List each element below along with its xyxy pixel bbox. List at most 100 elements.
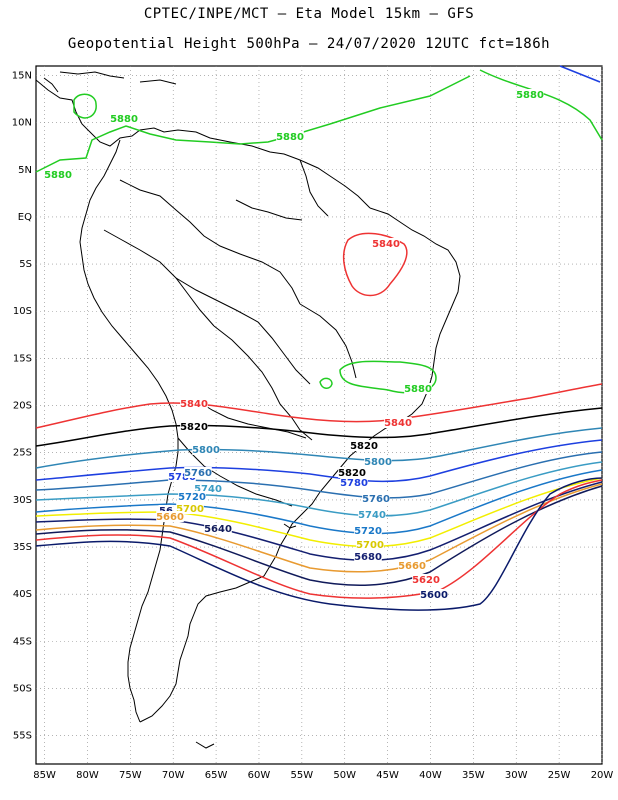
contour-5640 bbox=[35, 485, 603, 587]
contour-label-bg bbox=[356, 539, 384, 550]
y-tick-label: 20S bbox=[13, 401, 32, 412]
x-tick-label: 60W bbox=[248, 770, 271, 781]
contour-label-bg bbox=[420, 589, 448, 600]
contour-5740 bbox=[35, 461, 603, 517]
contour-label: 5780 bbox=[168, 472, 196, 483]
contour-label-bg bbox=[516, 89, 544, 100]
contour-label-bg bbox=[372, 238, 400, 249]
y-tick-label: 30S bbox=[13, 495, 32, 506]
y-tick-label: 10N bbox=[12, 118, 32, 129]
contour-label: 5820 bbox=[350, 441, 378, 452]
contour-label: 5820 bbox=[180, 422, 208, 433]
y-tick-label: 25S bbox=[13, 448, 32, 459]
contour-label: 5880 bbox=[110, 114, 138, 125]
x-tick-label: 65W bbox=[205, 770, 228, 781]
contour-label: 5720 bbox=[354, 526, 382, 537]
contour-label-bg bbox=[362, 493, 390, 504]
contour-label-bg bbox=[398, 560, 426, 571]
y-tick-label: 5N bbox=[18, 165, 32, 176]
contour-label-bg bbox=[354, 525, 382, 536]
contour-label-bg bbox=[384, 417, 412, 428]
contour-5840-north bbox=[342, 232, 408, 297]
contour-label: 5660 bbox=[398, 561, 426, 572]
contour-label: 5640 bbox=[204, 524, 232, 535]
contour-label-bg bbox=[350, 440, 378, 451]
x-tick-label: 85W bbox=[33, 770, 56, 781]
contour-label-bg bbox=[192, 444, 220, 455]
y-tick-label: 15N bbox=[12, 70, 32, 81]
contour-label: 5700 bbox=[356, 540, 384, 551]
contour-label: 5760 bbox=[184, 468, 212, 479]
contour-label-bg bbox=[194, 483, 222, 494]
x-tick-label: 45W bbox=[376, 770, 399, 781]
y-tick-label: 10S bbox=[13, 306, 32, 317]
contour-label-bg bbox=[110, 113, 138, 124]
x-tick-label: 35W bbox=[462, 770, 485, 781]
chart-subtitle: Geopotential Height 500hPa – 24/07/2020 … bbox=[67, 36, 551, 52]
contour-label: 5720 bbox=[178, 492, 206, 503]
contour-label: 5880 bbox=[404, 384, 432, 395]
contour-label: 5780 bbox=[340, 478, 368, 489]
contour-label: 5740 bbox=[194, 484, 222, 495]
contour-label: 5700 bbox=[176, 504, 204, 515]
contour-label-bg bbox=[364, 456, 392, 467]
contour-label-bg bbox=[358, 509, 386, 520]
contour-5820 bbox=[35, 407, 603, 447]
x-tick-label: 70W bbox=[162, 770, 185, 781]
contour-5800 bbox=[35, 427, 603, 469]
contour-label-bg bbox=[178, 491, 206, 502]
contour-5660 bbox=[35, 483, 603, 573]
contour-5600 bbox=[35, 477, 603, 611]
x-tick-label: 50W bbox=[333, 770, 356, 781]
y-tick-label: EQ bbox=[18, 212, 32, 223]
contour-5780 bbox=[35, 439, 603, 483]
contour-5680 bbox=[35, 481, 603, 561]
contour-label: 5880 bbox=[276, 132, 304, 143]
contour-label-bg bbox=[276, 131, 304, 142]
contour-label-bg bbox=[204, 523, 232, 534]
y-tick-label: 45S bbox=[13, 636, 32, 647]
contour-label-bg bbox=[158, 505, 174, 516]
contour-lines bbox=[35, 65, 603, 611]
contour-label: 5840 bbox=[372, 239, 400, 250]
y-tick-label: 55S bbox=[13, 731, 32, 742]
y-tick-label: 35S bbox=[13, 542, 32, 553]
contour-label-bg bbox=[412, 574, 440, 585]
x-tick-label: 30W bbox=[505, 770, 528, 781]
contour-label: 5840 bbox=[180, 399, 208, 410]
x-tick-label: 25W bbox=[548, 770, 571, 781]
x-tick-label: 80W bbox=[76, 770, 99, 781]
contour-label: 5880 bbox=[44, 170, 72, 181]
contour-label: 5620 bbox=[412, 575, 440, 586]
y-tick-label: 5S bbox=[19, 259, 32, 270]
contour-label-bg bbox=[44, 169, 72, 180]
contour-label-bg bbox=[184, 467, 212, 478]
contour-label-bg bbox=[156, 511, 184, 522]
contour-label: 5880 bbox=[516, 90, 544, 101]
contour-5900-ne bbox=[559, 65, 601, 83]
contour-label: 5820 bbox=[338, 468, 366, 479]
contour-5880-small bbox=[319, 377, 333, 389]
contour-label-bg bbox=[180, 421, 208, 432]
y-tick-label: 40S bbox=[13, 589, 32, 600]
contour-label-bg bbox=[168, 471, 196, 482]
contour-5620 bbox=[35, 479, 603, 599]
x-tick-label: 20W bbox=[591, 770, 614, 781]
contour-label: 5600 bbox=[420, 590, 448, 601]
contour-5700 bbox=[35, 477, 603, 548]
contour-label-bg bbox=[354, 551, 382, 562]
chart-title: CPTEC/INPE/MCT – Eta Model 15km – GFS bbox=[143, 6, 475, 22]
y-tick-label: 15S bbox=[13, 353, 32, 364]
contour-label: 5760 bbox=[362, 494, 390, 505]
contour-5760 bbox=[35, 451, 603, 499]
contour-label-bg bbox=[404, 383, 432, 394]
contour-label: 5660 bbox=[156, 512, 184, 523]
contour-5880-brazil bbox=[339, 360, 437, 394]
contour-label: 5840 bbox=[384, 418, 412, 429]
x-tick-label: 55W bbox=[291, 770, 314, 781]
contour-5840-band bbox=[35, 383, 603, 429]
contour-label-bg bbox=[180, 398, 208, 409]
contour-label-bg bbox=[176, 503, 204, 514]
contour-label: 5680 bbox=[354, 552, 382, 563]
